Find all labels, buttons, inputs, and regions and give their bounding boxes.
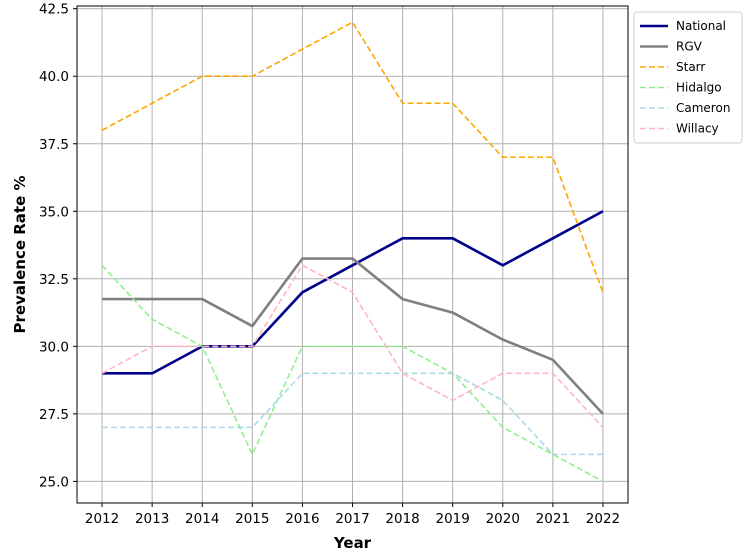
y-tick-label: 35.0	[39, 204, 69, 220]
legend-label: National	[676, 19, 726, 33]
series-line-rgv	[102, 257, 604, 415]
legend: National RGV Starr Hidalgo Cameron Willacy	[633, 11, 743, 144]
legend-label: Starr	[676, 60, 705, 74]
x-tick-label: 2019	[436, 511, 470, 527]
legend-box	[633, 11, 743, 144]
x-tick-label: 2015	[235, 511, 269, 527]
x-tick-label: 2012	[85, 511, 119, 527]
y-tick-label: 32.5	[39, 272, 69, 288]
y-tick-label: 42.5	[39, 2, 69, 18]
y-tick-label: 40.0	[39, 69, 69, 85]
series-lines	[101, 21, 604, 483]
x-tick-label: 2021	[536, 511, 570, 527]
legend-label: Cameron	[676, 101, 730, 115]
legend-label: RGV	[676, 40, 703, 54]
x-tick-label: 2013	[135, 511, 169, 527]
y-tick-label: 30.0	[39, 339, 69, 355]
legend-label: Hidalgo	[676, 81, 722, 95]
x-tick-label: 2016	[285, 511, 319, 527]
x-tick-label: 2014	[185, 511, 219, 527]
x-axis-title: Year	[333, 534, 372, 552]
y-tick-label: 27.5	[39, 407, 69, 423]
series-line-national	[102, 210, 604, 375]
y-tick-label: 37.5	[39, 137, 69, 153]
y-tick-label: 25.0	[39, 474, 69, 490]
y-axis-ticks: 25.0 27.5 30.0 32.5 35.0 37.5 40.0 42.5	[39, 2, 77, 490]
x-axis-ticks: 2012 2013 2014 2015 2016 2017 2018 2019 2020 2021…	[85, 503, 620, 527]
series-line-hidalgo	[101, 264, 604, 483]
x-tick-label: 2022	[586, 511, 620, 527]
series-line-cameron	[102, 372, 603, 456]
x-tick-label: 2020	[486, 511, 520, 527]
grid-lines	[77, 6, 628, 503]
series-line-willacy	[101, 264, 604, 428]
x-tick-label: 2017	[335, 511, 369, 527]
x-tick-label: 2018	[385, 511, 419, 527]
series-line-starr	[101, 21, 604, 293]
y-axis-title: Prevalence Rate %	[11, 175, 29, 333]
legend-label: Willacy	[676, 122, 719, 136]
